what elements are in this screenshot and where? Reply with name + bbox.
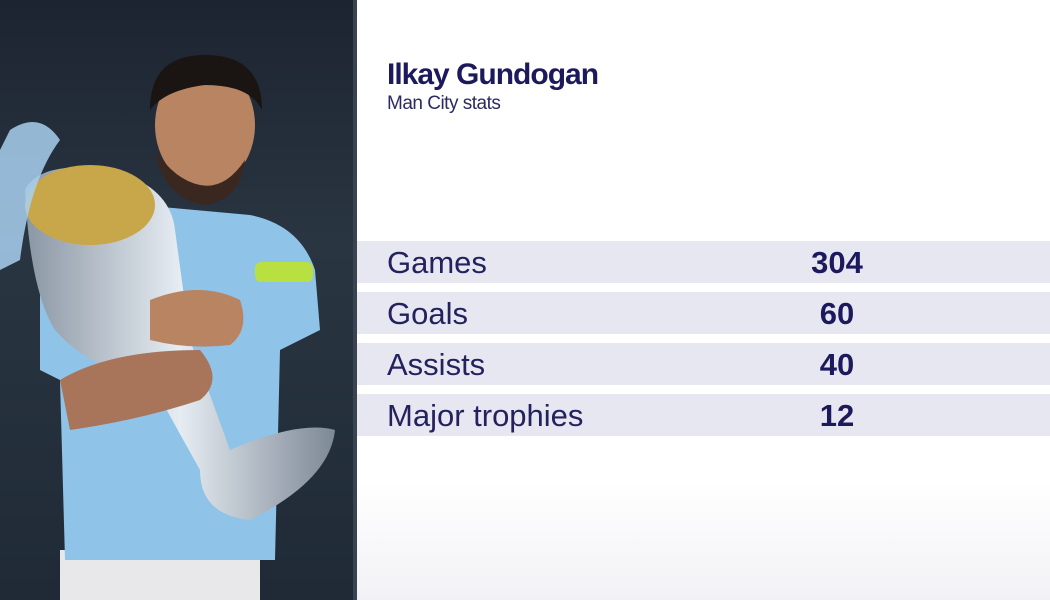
player-with-trophy-image: [0, 55, 335, 600]
stats-subtitle: Man City stats: [387, 93, 501, 114]
stat-value: 60: [819, 296, 855, 331]
stat-label: Goals: [387, 296, 468, 331]
stat-label: Major trophies: [387, 398, 584, 433]
stat-value: 40: [819, 347, 855, 382]
stat-value: 304: [811, 245, 863, 280]
stat-row-goals: Goals 60: [357, 292, 1050, 334]
stat-value: 12: [819, 398, 855, 433]
divider: [353, 0, 357, 600]
stat-row-assists: Assists 40: [357, 343, 1050, 385]
stat-label: Games: [387, 245, 487, 280]
stat-label: Assists: [387, 347, 486, 382]
stats-panel: Ilkay Gundogan Man City stats Games 304 …: [357, 0, 1050, 600]
player-name: Ilkay Gundogan: [387, 58, 599, 91]
player-photo: [0, 0, 355, 600]
stat-row-major-trophies: Major trophies 12: [357, 394, 1050, 436]
stat-row-games: Games 304: [357, 241, 1050, 283]
